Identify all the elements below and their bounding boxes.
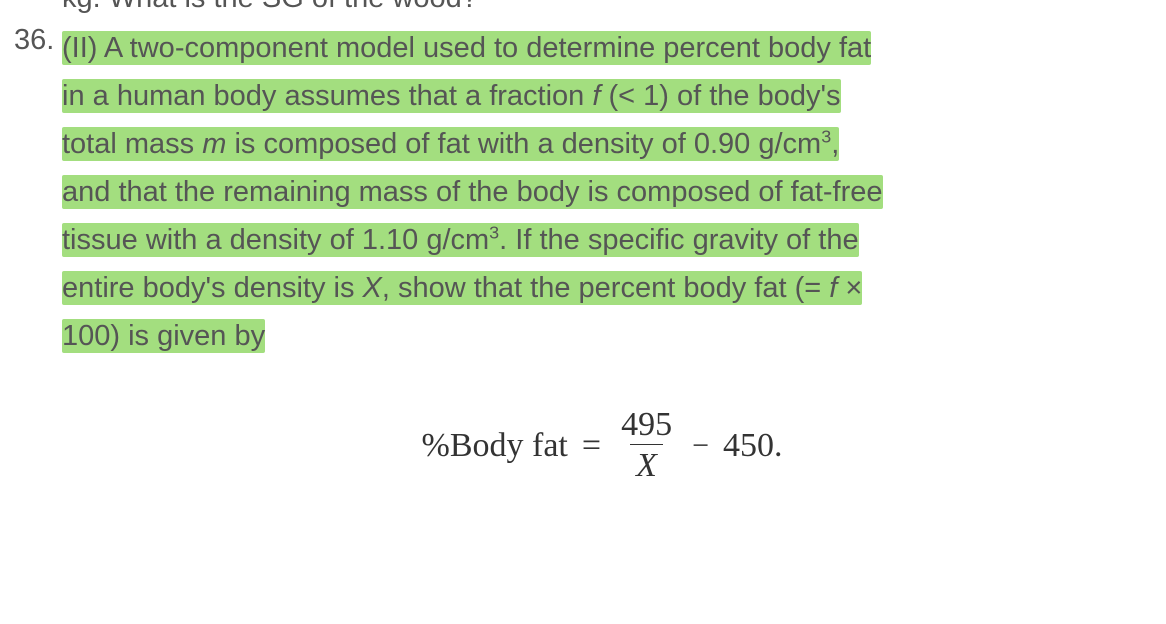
previous-problem-fragment: kg. What is the SG of the wood? (62, 0, 478, 22)
highlighted-line: total mass m is composed of fat with a d… (62, 127, 839, 161)
fraction-numerator: 495 (615, 408, 678, 444)
fraction-denominator: X (630, 444, 663, 483)
highlighted-line: tissue with a density of 1.10 g/cm3. If … (62, 223, 859, 257)
text-segment: m (202, 128, 226, 160)
text-segment: (II) A two-component model used to deter… (62, 32, 871, 64)
text-segment: × (837, 272, 862, 304)
text-segment: is composed of fat with a density of 0.9… (226, 128, 821, 160)
problem-number: 36. (14, 24, 62, 57)
text-segment: 3 (489, 222, 499, 242)
equation-lhs: %Body fat (422, 422, 568, 470)
text-segment: in a human body assumes that a fraction (62, 80, 592, 112)
text-segment: 100) is given by (62, 320, 265, 352)
highlighted-line: 100) is given by (62, 319, 265, 353)
highlighted-line: in a human body assumes that a fraction … (62, 79, 841, 113)
highlighted-line: entire body's density is X, show that th… (62, 271, 862, 305)
highlighted-line: (II) A two-component model used to deter… (62, 31, 871, 65)
text-segment: X (363, 272, 382, 304)
equation: %Body fat = 495X−450. (62, 408, 1142, 483)
text-segment: 3 (821, 126, 831, 146)
equation-inner: %Body fat = 495X−450. (422, 408, 783, 483)
text-segment: and that the remaining mass of the body … (62, 176, 883, 208)
text-segment: , show that the percent body fat (= (382, 272, 829, 304)
text-segment: total mass (62, 128, 202, 160)
problem-text: (II) A two-component model used to deter… (62, 24, 1142, 483)
problem-36: 36.(II) A two-component model used to de… (14, 24, 1152, 483)
equation-fraction: 495X (615, 408, 678, 483)
minus-sign: − (692, 422, 709, 470)
equals-sign: = (582, 422, 601, 470)
text-segment: tissue with a density of 1.10 g/cm (62, 224, 489, 256)
equation-constant: 450. (723, 422, 783, 470)
text-segment: (< 1) of the body's (600, 80, 840, 112)
highlighted-line: and that the remaining mass of the body … (62, 175, 883, 209)
text-segment: . If the specific gravity of the (499, 224, 858, 256)
text-segment: , (831, 128, 839, 160)
text-segment: entire body's density is (62, 272, 363, 304)
page: kg. What is the SG of the wood? 36.(II) … (0, 0, 1166, 624)
